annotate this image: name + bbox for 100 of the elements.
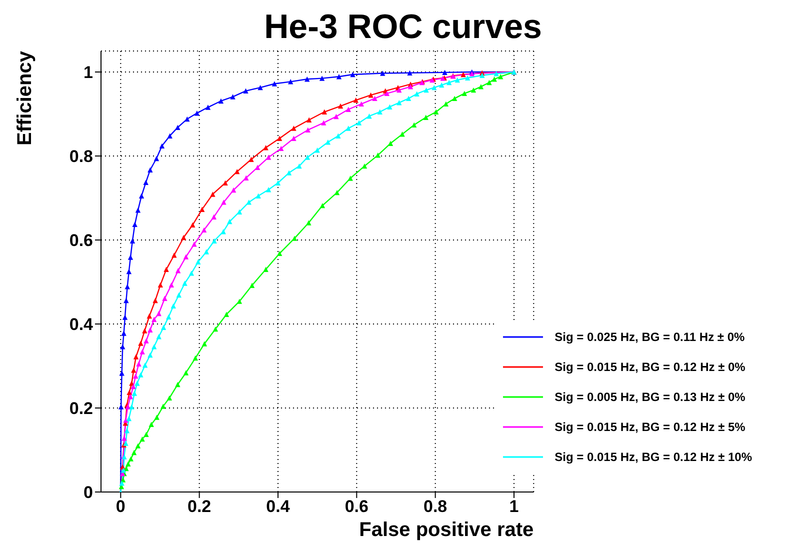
y-tick-label: 1	[84, 63, 93, 82]
point	[442, 70, 448, 76]
point	[211, 214, 216, 220]
point	[148, 422, 154, 427]
point	[212, 238, 217, 244]
point	[131, 450, 137, 456]
point	[314, 148, 320, 153]
point	[133, 373, 138, 379]
point	[470, 87, 476, 93]
point	[182, 280, 188, 286]
point	[212, 326, 218, 332]
point	[388, 140, 394, 146]
point	[350, 72, 356, 78]
point	[334, 114, 339, 120]
point	[210, 192, 216, 197]
point	[366, 114, 372, 119]
y-tick-label: 0.8	[69, 147, 93, 166]
legend-label: Sig = 0.015 Hz, BG = 0.12 Hz ± 10%	[554, 449, 752, 466]
point	[132, 222, 138, 228]
point	[478, 84, 484, 90]
y-tick-label: 0.6	[69, 231, 93, 250]
point	[443, 101, 449, 107]
point	[480, 72, 485, 78]
point	[258, 84, 263, 90]
point	[160, 404, 166, 409]
point	[156, 310, 162, 316]
point	[236, 209, 242, 214]
point	[119, 370, 124, 376]
point	[334, 190, 340, 196]
point	[346, 106, 351, 112]
point	[306, 220, 312, 226]
point	[133, 354, 139, 360]
point	[292, 236, 298, 241]
point	[380, 70, 386, 76]
point	[138, 340, 144, 346]
point	[246, 200, 252, 205]
point	[123, 418, 128, 423]
point	[358, 101, 364, 107]
point	[164, 266, 169, 272]
point	[126, 461, 131, 466]
point	[454, 77, 460, 83]
point	[126, 268, 132, 274]
legend-label: Sig = 0.015 Hz, BG = 0.12 Hz ± 0%	[554, 359, 746, 376]
point	[167, 133, 172, 138]
point	[236, 298, 242, 304]
point	[464, 75, 470, 80]
point	[446, 80, 452, 86]
point	[201, 227, 207, 233]
point	[166, 314, 172, 320]
point	[183, 254, 189, 260]
point	[434, 109, 439, 114]
point	[222, 180, 228, 186]
point	[291, 136, 296, 141]
point	[218, 98, 224, 104]
point	[275, 180, 281, 186]
point	[205, 104, 211, 110]
point	[227, 218, 232, 224]
point	[129, 404, 134, 410]
point	[162, 296, 168, 301]
point	[168, 282, 174, 288]
point	[131, 368, 136, 373]
point	[338, 103, 344, 109]
point	[183, 370, 189, 376]
point	[121, 330, 126, 336]
point	[498, 74, 504, 80]
point	[336, 74, 342, 80]
point	[135, 443, 141, 448]
y-tick-label: 0.2	[69, 399, 93, 418]
point	[230, 94, 236, 100]
point	[175, 268, 181, 274]
point	[152, 344, 157, 350]
point	[336, 133, 341, 138]
point	[411, 122, 417, 128]
point	[146, 313, 152, 319]
point	[362, 163, 368, 169]
legend-label: Sig = 0.015 Hz, BG = 0.12 Hz ± 5%	[554, 419, 746, 436]
x-tick-label: 1	[509, 497, 519, 516]
point	[138, 372, 144, 378]
point	[408, 84, 414, 90]
point	[356, 120, 362, 126]
point	[181, 234, 186, 240]
x-axis-title: False positive rate	[359, 519, 534, 541]
point	[148, 327, 153, 332]
point	[321, 120, 326, 126]
point	[460, 72, 466, 78]
point	[276, 136, 282, 141]
point	[148, 352, 153, 358]
point	[140, 436, 145, 442]
point	[160, 324, 166, 330]
point	[322, 109, 328, 114]
point	[278, 146, 284, 152]
point	[243, 88, 248, 94]
point	[377, 109, 382, 114]
point	[348, 176, 353, 181]
point	[400, 132, 405, 137]
point	[202, 341, 208, 346]
point	[122, 436, 127, 441]
point	[375, 152, 380, 158]
point	[124, 284, 130, 290]
x-tick-label: 0.4	[266, 497, 290, 516]
